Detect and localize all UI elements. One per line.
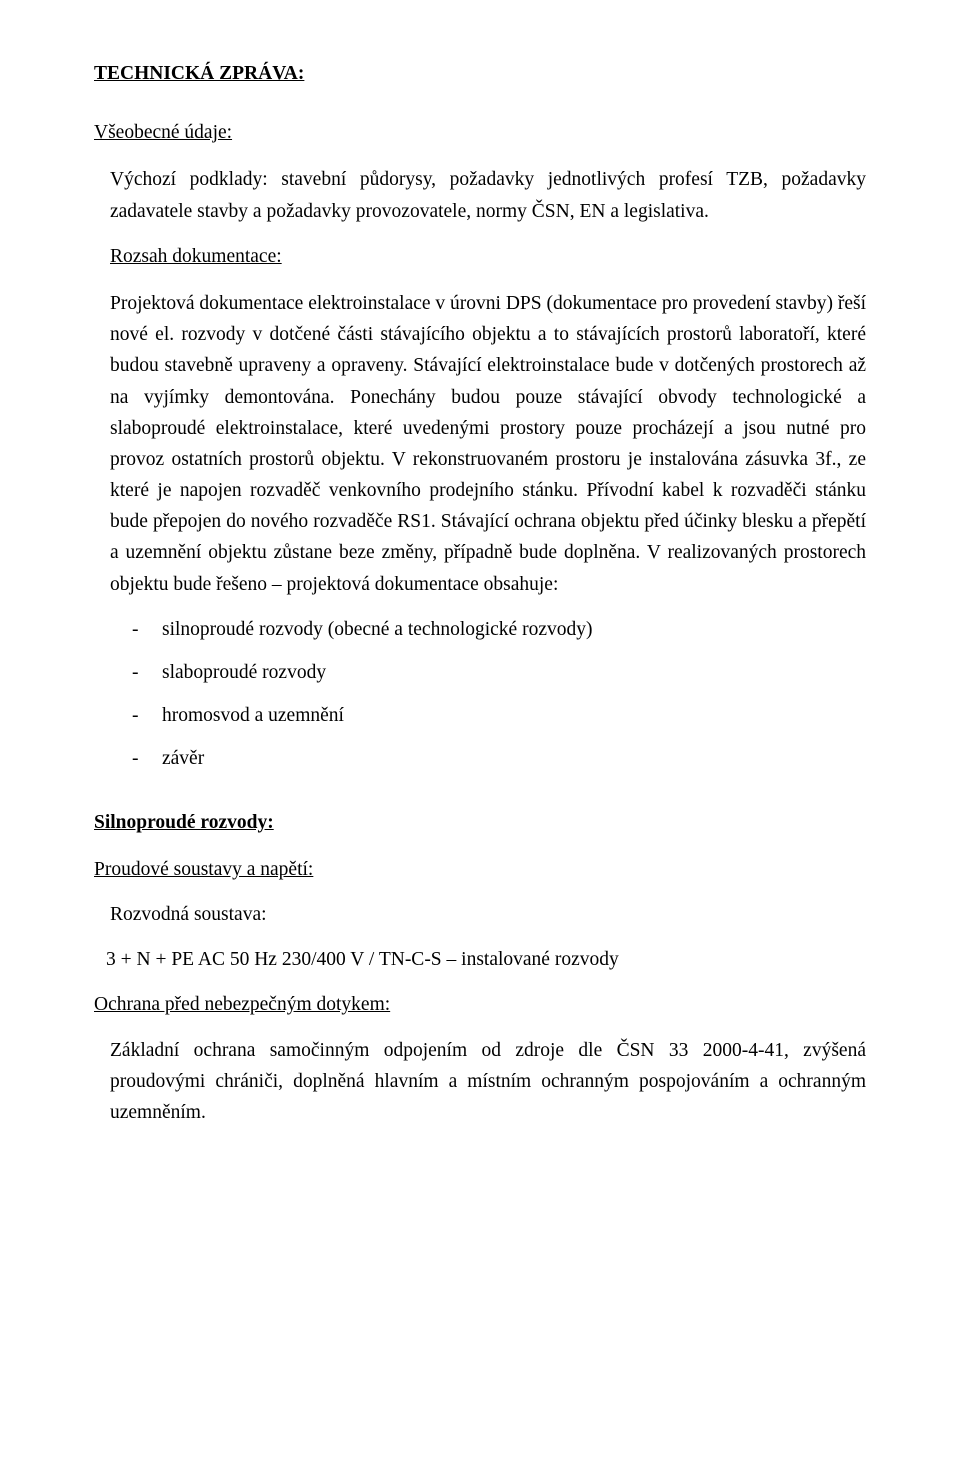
list-item: - silnoproudé rozvody (obecné a technolo… (94, 614, 866, 645)
list-item-label: hromosvod a uzemnění (162, 700, 344, 731)
scope-paragraph: Projektová dokumentace elektroinstalace … (110, 288, 866, 600)
scope-heading: Rozsah dokumentace: (110, 241, 866, 272)
grid-value: 3 + N + PE AC 50 Hz 230/400 V / TN-C-S –… (106, 944, 866, 975)
list-item: - závěr (94, 743, 866, 774)
dash-icon: - (132, 743, 162, 774)
dash-icon: - (132, 657, 162, 688)
dash-icon: - (132, 700, 162, 731)
list-item-label: silnoproudé rozvody (obecné a technologi… (162, 614, 592, 645)
document-title: TECHNICKÁ ZPRÁVA: (94, 58, 866, 89)
grid-label: Rozvodná soustava: (110, 899, 866, 930)
document-page: TECHNICKÁ ZPRÁVA: Všeobecné údaje: Výcho… (0, 0, 960, 1471)
dash-icon: - (132, 614, 162, 645)
shock-paragraph: Základní ochrana samočinným odpojením od… (110, 1035, 866, 1129)
list-item-label: závěr (162, 743, 204, 774)
power-section-title: Silnoproudé rozvody: (94, 807, 866, 838)
list-item: - hromosvod a uzemnění (94, 700, 866, 731)
list-item-label: slaboproudé rozvody (162, 657, 326, 688)
list-item: - slaboproudé rozvody (94, 657, 866, 688)
shock-protection-heading: Ochrana před nebezpečným dotykem: (94, 989, 866, 1020)
intro-paragraph: Výchozí podklady: stavební půdorysy, pož… (110, 164, 866, 226)
general-heading: Všeobecné údaje: (94, 117, 866, 148)
scope-list: - silnoproudé rozvody (obecné a technolo… (94, 614, 866, 775)
voltage-heading: Proudové soustavy a napětí: (94, 854, 866, 885)
